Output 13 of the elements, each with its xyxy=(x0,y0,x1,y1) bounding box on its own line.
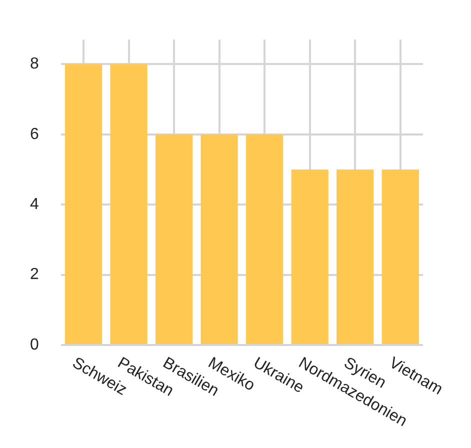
bar xyxy=(291,169,328,344)
bar xyxy=(110,64,148,344)
bar xyxy=(200,134,238,344)
y-tick-label: 4 xyxy=(30,196,39,213)
y-tick-label: 8 xyxy=(30,56,39,73)
y-tick-label: 2 xyxy=(30,266,39,284)
bar xyxy=(64,64,102,344)
bar xyxy=(246,134,284,344)
y-tick-label: 6 xyxy=(30,126,39,143)
bar xyxy=(382,169,419,344)
bar xyxy=(156,134,193,344)
bar xyxy=(336,169,374,344)
y-tick-label: 0 xyxy=(30,336,39,354)
